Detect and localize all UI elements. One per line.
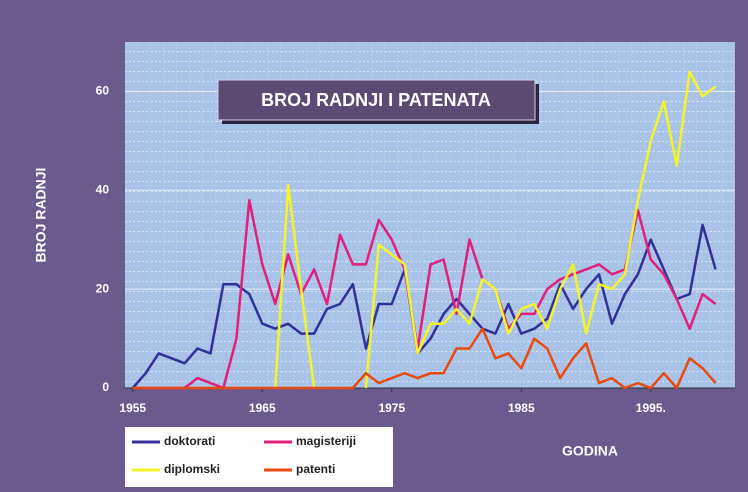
y-tick-label: 40 — [96, 182, 110, 196]
legend-label: diplomski — [164, 462, 220, 476]
x-axis-label: GODINA — [562, 443, 618, 459]
chart-title: BROJ RADNJI I PATENATA — [261, 90, 491, 110]
x-tick-label: 1985 — [508, 401, 535, 415]
x-tick-label: 1975 — [378, 401, 405, 415]
legend-label: patenti — [296, 462, 335, 476]
series-line — [273, 70, 717, 389]
y-axis-label: BROJ RADNJI — [33, 168, 49, 263]
x-tick-label: 1955 — [119, 401, 146, 415]
series-line — [131, 223, 717, 389]
title-box — [217, 79, 536, 121]
y-tick-label: 20 — [96, 281, 110, 295]
legend-label: magisteriji — [296, 434, 356, 448]
x-tick-label: 1965 — [249, 401, 276, 415]
x-tick-label: 1995. — [636, 401, 666, 415]
series-line — [132, 198, 717, 390]
series-line — [132, 327, 717, 390]
y-tick-label: 60 — [96, 84, 110, 98]
legend — [125, 427, 393, 487]
legend-label: doktorati — [164, 434, 215, 448]
y-tick-label: 0 — [102, 380, 109, 394]
